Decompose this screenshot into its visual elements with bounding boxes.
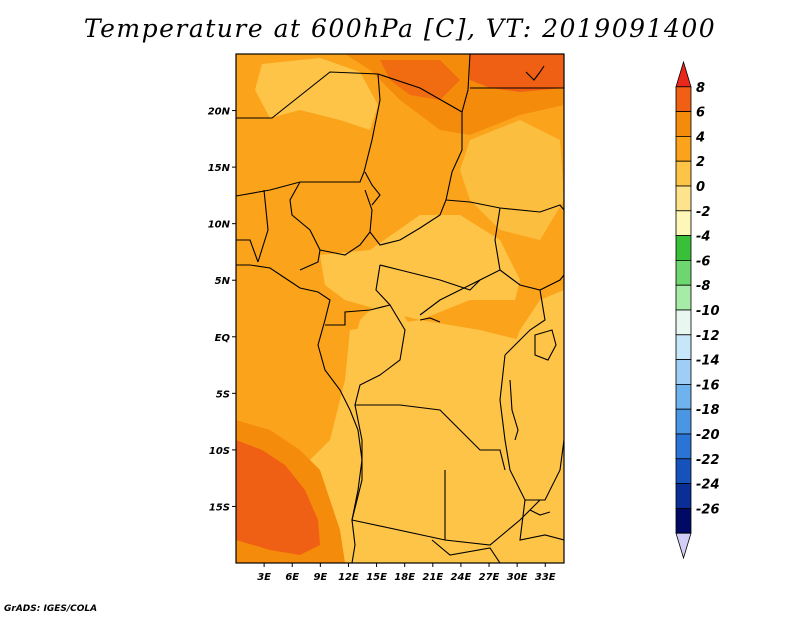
colorbar: 8 6 4 2 0 -2 -4 -6 -8 -10 -12 -14 -16 -18 -20 -22 -24 -26	[675, 60, 720, 560]
colorbar-level-label: -10	[696, 304, 720, 319]
contour-6-8-north	[470, 54, 564, 92]
latitude-axis: 20N 15N 10N 5N EQ 5S 10S 15S	[208, 107, 236, 513]
credit-label: GrADS: IGES/COLA	[4, 604, 98, 614]
contour-6-8-north-2	[380, 60, 460, 100]
lon-tick-label: 15E	[366, 572, 387, 583]
lat-tick-label: 5S	[216, 389, 230, 400]
colorbar-level-label: -22	[696, 453, 720, 468]
lon-tick-label: 21E	[422, 572, 443, 583]
colorbar-swatch	[675, 334, 692, 360]
colorbar-level-label: 2	[696, 155, 705, 170]
colorbar-level-label: -8	[696, 279, 710, 294]
colorbar-level-label: -24	[696, 478, 720, 493]
colorbar-level-label: 0	[696, 180, 705, 195]
lon-tick-label: 27E	[479, 572, 500, 583]
colorbar-swatch	[675, 86, 692, 113]
map-frame	[235, 53, 565, 564]
colorbar-swatch	[675, 532, 692, 560]
lat-tick-label: 15S	[209, 502, 230, 513]
colorbar-swatch	[675, 507, 692, 534]
lon-tick-label: 24E	[451, 572, 472, 583]
lat-tick-label: 20N	[208, 107, 231, 118]
colorbar-swatch	[675, 60, 692, 88]
colorbar-level-label: -14	[696, 354, 720, 369]
colorbar-level-label: -4	[696, 230, 710, 245]
colorbar-swatch	[675, 359, 692, 385]
colorbar-swatch	[675, 210, 692, 237]
lon-tick-label: 18E	[394, 572, 415, 583]
colorbar-level-label: -2	[696, 205, 710, 220]
colorbar-level-label: 6	[696, 106, 705, 121]
colorbar-level-label: 4	[695, 130, 705, 145]
contour-0-2-north	[255, 58, 378, 130]
temperature-field	[236, 54, 564, 563]
colorbar-swatch	[675, 185, 692, 212]
colorbar-level-label: -20	[696, 428, 720, 443]
colorbar-swatch	[675, 235, 692, 261]
lat-tick-label: 10S	[209, 446, 230, 457]
lon-tick-label: 3E	[257, 572, 271, 583]
longitude-axis: 3E 6E 9E 12E 15E 18E 21E 24E 27E 30E 33E	[257, 563, 556, 583]
colorbar-level-label: -26	[696, 502, 720, 517]
lon-tick-label: 30E	[507, 572, 528, 583]
lat-tick-label: EQ	[215, 333, 231, 344]
contour-0-2-south	[345, 320, 564, 563]
lon-tick-label: 12E	[338, 572, 359, 583]
colorbar-swatch	[675, 383, 692, 410]
colorbar-level-label: -12	[696, 329, 720, 344]
page-title: Temperature at 600hPa [C], VT: 201909140…	[83, 14, 717, 43]
lat-tick-label: 10N	[208, 220, 231, 231]
colorbar-swatch	[675, 135, 692, 162]
colorbar-swatch	[675, 458, 692, 484]
colorbar-swatch	[675, 483, 692, 509]
lon-tick-label: 9E	[313, 572, 327, 583]
contour-6-8-southwest	[236, 440, 320, 555]
lat-tick-label: 5N	[215, 276, 231, 287]
lon-tick-label: 6E	[285, 572, 299, 583]
contour-0-2-central	[320, 215, 520, 320]
colorbar-level-label: -6	[696, 254, 710, 269]
colorbar-level-label: 8	[696, 81, 705, 96]
colorbar-swatch	[675, 309, 692, 336]
colorbar-swatch	[675, 259, 692, 286]
colorbar-swatch	[675, 160, 692, 187]
colorbar-level-label: -18	[696, 403, 720, 418]
contour-0-2-east	[460, 120, 564, 240]
colorbar-swatch	[675, 111, 692, 137]
country-borders	[236, 54, 564, 563]
colorbar-swatch	[675, 408, 692, 435]
colorbar-swatch	[675, 284, 692, 311]
lon-tick-label: 33E	[535, 572, 556, 583]
colorbar-swatch	[675, 433, 692, 460]
lat-tick-label: 15N	[208, 163, 231, 174]
colorbar-level-label: -16	[696, 378, 720, 393]
